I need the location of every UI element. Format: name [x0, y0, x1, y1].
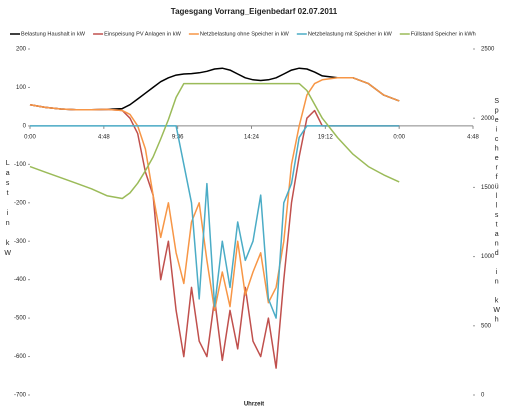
- legend-label: Netzbelastung mit Speicher in kW: [308, 31, 393, 37]
- y-tick-label: 100: [16, 85, 27, 91]
- y-tick-label: -700: [14, 393, 27, 399]
- legend-label: Belastung Haushalt in kW: [21, 31, 86, 37]
- y2-tick-label: 0: [481, 393, 485, 399]
- y-tick-label: 0: [23, 123, 27, 129]
- y-tick-label: -300: [14, 239, 27, 245]
- x-tick-label: 0:00: [393, 134, 405, 140]
- y2-axis-label: Speicherfüllstand in kWh: [492, 98, 500, 326]
- y-tick-label: -600: [14, 354, 27, 360]
- legend-label: Einspeisung PV Anlagen in kW: [104, 31, 182, 37]
- series-line: [29, 77, 400, 312]
- x-tick-label: 4:48: [98, 134, 110, 140]
- y-tick-label: -200: [14, 200, 27, 206]
- x-tick-label: 14:24: [244, 134, 260, 140]
- series-line: [29, 82, 400, 200]
- series-line: [30, 125, 400, 319]
- y2-tick-label: 2000: [481, 116, 495, 122]
- y2-tick-label: 500: [481, 323, 492, 329]
- x-axis-label: Uhrzeit: [244, 402, 264, 408]
- y2-tick-label: 1000: [481, 254, 495, 260]
- y-tick-label: -100: [14, 162, 27, 168]
- y2-tick-label: 1500: [481, 185, 495, 191]
- x-tick-label: 4:48: [467, 134, 479, 140]
- legend-label: Netzbelastung ohne Speicher in kW: [200, 31, 290, 37]
- y2-tick-label: 2500: [481, 47, 495, 53]
- y-tick-label: 200: [16, 47, 27, 53]
- y-tick-label: -400: [14, 277, 27, 283]
- x-tick-label: 0:00: [24, 134, 36, 140]
- chart-title: Tagesgang Vorrang_Eigenbedarf 02.07.2011: [171, 7, 338, 16]
- legend-label: Füllstand Speicher in kWh: [411, 31, 476, 37]
- x-tick-label: 19:12: [318, 134, 334, 140]
- y-tick-label: -500: [14, 316, 27, 322]
- series-line: [29, 67, 400, 111]
- y-axis-label: Last in kW: [3, 160, 11, 260]
